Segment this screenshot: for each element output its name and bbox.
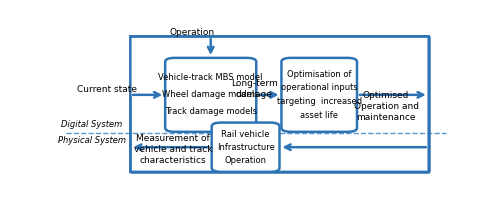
FancyBboxPatch shape [282,58,357,132]
Text: Infrastructure: Infrastructure [216,143,274,152]
Text: Operation: Operation [170,28,215,37]
Text: Track damage models: Track damage models [164,107,257,116]
Text: Operation and: Operation and [354,102,418,111]
Text: Vehicle-track MBS model: Vehicle-track MBS model [158,73,263,82]
Text: Rail vehicle: Rail vehicle [222,130,270,139]
Text: Operation: Operation [224,156,266,165]
Text: asset life: asset life [300,111,338,120]
Text: vehicle and track: vehicle and track [134,145,212,154]
Text: characteristics: characteristics [140,156,206,165]
Text: Physical System: Physical System [58,136,126,145]
Text: maintenance: maintenance [356,113,416,122]
Text: damage: damage [236,90,273,99]
Text: Optimised: Optimised [363,91,409,100]
Text: Wheel damage models: Wheel damage models [162,90,259,99]
FancyBboxPatch shape [165,58,256,132]
Text: Measurement of: Measurement of [136,134,210,143]
Text: Optimisation of: Optimisation of [287,70,352,79]
Text: Current state: Current state [77,85,137,94]
Text: Digital System: Digital System [61,120,122,129]
Text: operational inputs: operational inputs [281,83,357,92]
Text: targeting  increased: targeting increased [276,97,362,106]
Text: Long-term: Long-term [231,79,278,88]
FancyBboxPatch shape [212,123,280,172]
